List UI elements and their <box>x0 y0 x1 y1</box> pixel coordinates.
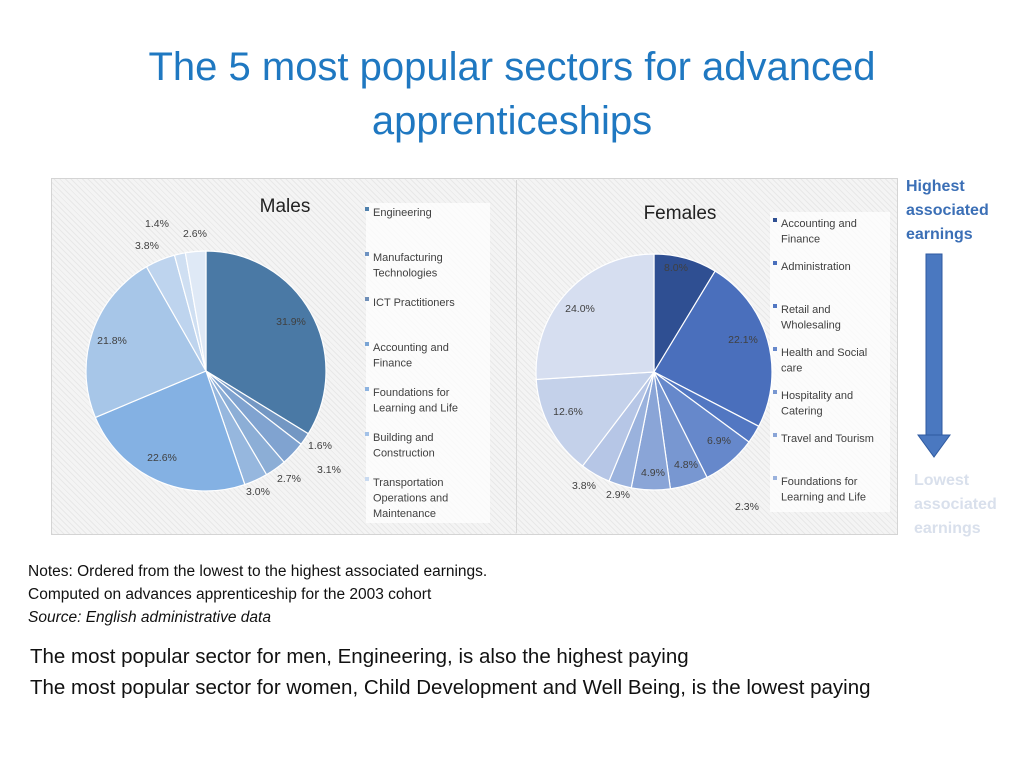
pie-0-slice-9 <box>184 250 207 372</box>
pie-1-data-label-0: 8.0% <box>664 262 688 274</box>
pie-1-data-label-3: 6.9% <box>707 435 731 447</box>
males-legend: Engineering Manufacturing Technologies ICT … <box>365 207 458 520</box>
legend-1-item-6-line-0: Foundations for <box>781 476 858 488</box>
highest-earnings-label: Highest associated earnings <box>906 175 989 247</box>
pie-0-data-label-9: 2.6% <box>183 228 207 240</box>
legend-1-swatch-1 <box>773 261 777 265</box>
legend-0-swatch-5 <box>365 432 369 436</box>
legend-1-item-0-line-0: Accounting and <box>781 218 857 230</box>
legend-0-item-4-line-1: Learning and Life <box>373 403 458 415</box>
legend-0-item-6-line-0: Transportation <box>373 477 444 489</box>
pie-0-slice-5 <box>94 370 246 492</box>
pie-0-data-label-2: 3.1% <box>317 464 341 476</box>
pie-0-data-label-1: 1.6% <box>308 440 332 452</box>
earnings-down-arrow-icon <box>917 253 951 458</box>
notes-source: Source: English administrative data <box>28 609 271 626</box>
legend-1-item-2-line-1: Wholesaling <box>781 320 841 332</box>
lowest-label-line-1: Lowest <box>914 472 970 489</box>
legend-1-item-1-line-0: Administration <box>781 261 851 273</box>
notes: Notes: Ordered from the lowest to the hi… <box>28 560 487 629</box>
pie-1-data-label-4: 4.8% <box>674 459 698 471</box>
legend-1-swatch-4 <box>773 390 777 394</box>
highest-label-line-2: associated <box>906 202 989 219</box>
legend-0-item-3-line-0: Accounting and <box>373 342 449 354</box>
legend-0-item-6-line-2: Maintenance <box>373 508 436 520</box>
pie-1-data-label-5: 4.9% <box>641 467 665 479</box>
pie-1-data-label-9: 24.0% <box>565 303 595 315</box>
legend-1-item-3-line-1: care <box>781 363 802 375</box>
legend-1-item-6-line-1: Learning and Life <box>781 492 866 504</box>
legend-1-item-0-line-1: Finance <box>781 234 820 246</box>
pie-1-data-label-6: 2.9% <box>606 489 630 501</box>
females-legend-box <box>770 212 890 512</box>
legend-1-swatch-6 <box>773 476 777 480</box>
pie-0-data-label-7: 3.8% <box>135 240 159 252</box>
legend-1-item-4-line-1: Catering <box>781 406 823 418</box>
legend-0-item-6-line-1: Operations and <box>373 493 448 505</box>
legend-1-item-2-line-0: Retail and <box>781 304 831 316</box>
legend-1-item-5-line-0: Travel and Tourism <box>781 433 874 445</box>
males-chart-title: Males <box>260 196 311 217</box>
pie-0-data-label-4: 3.0% <box>246 486 270 498</box>
pie-1-slice-9 <box>535 253 655 381</box>
highest-label-line-3: earnings <box>906 226 973 243</box>
females-legend: Accounting and Finance Administration Retai… <box>773 218 874 504</box>
takeaway-men: The most popular sector for men, Enginee… <box>30 645 689 668</box>
pie-1-slice-1 <box>653 270 773 428</box>
legend-1-item-4-line-0: Hospitality and <box>781 390 853 402</box>
slide-title: The 5 most popular sectors for advanced … <box>0 40 1024 148</box>
highest-label-line-1: Highest <box>906 178 965 195</box>
pie-0-slice-0 <box>205 250 327 435</box>
pie-1-slice-8 <box>535 371 656 467</box>
legend-0-item-1-line-0: Manufacturing <box>373 252 443 264</box>
legend-0-swatch-2 <box>365 297 369 301</box>
legend-0-swatch-6 <box>365 477 369 481</box>
lowest-label-line-2: associated <box>914 496 997 513</box>
legend-1-swatch-0 <box>773 218 777 222</box>
legend-1-swatch-5 <box>773 433 777 437</box>
legend-1-item-3-line-0: Health and Social <box>781 347 867 359</box>
legend-0-swatch-3 <box>365 342 369 346</box>
females-chart-title: Females <box>644 203 717 224</box>
lowest-label-line-3: earnings <box>914 520 981 537</box>
pie-0-data-label-8: 1.4% <box>145 218 169 230</box>
legend-0-swatch-4 <box>365 387 369 391</box>
takeaways: The most popular sector for men, Enginee… <box>30 641 871 703</box>
takeaway-women: The most popular sector for women, Child… <box>30 676 871 699</box>
pie-1-data-label-2: 2.3% <box>735 501 759 513</box>
chart-divider <box>516 180 517 533</box>
legend-0-item-2-line-0: ICT Practitioners <box>373 297 455 309</box>
pie-0-data-label-6: 21.8% <box>97 335 127 347</box>
pie-1-data-label-8: 12.6% <box>553 406 583 418</box>
males-pie: 31.9% 1.6% 3.1% 2.7% 3.0% 22.6% 21.8% 3.8% 1.4% 2… <box>85 218 341 498</box>
legend-0-item-5-line-1: Construction <box>373 448 435 460</box>
legend-1-swatch-2 <box>773 304 777 308</box>
legend-0-swatch-0 <box>365 207 369 211</box>
pie-1-data-label-7: 3.8% <box>572 480 596 492</box>
legend-0-item-5-line-0: Building and <box>373 432 434 444</box>
legend-0-item-0-line-0: Engineering <box>373 207 432 219</box>
legend-0-item-3-line-1: Finance <box>373 358 412 370</box>
legend-0-item-4-line-0: Foundations for <box>373 387 450 399</box>
notes-line-1: Notes: Ordered from the lowest to the hi… <box>28 563 488 580</box>
legend-0-item-1-line-1: Technologies <box>373 268 438 280</box>
slide-title-line-2: apprenticeships <box>371 99 653 143</box>
notes-line-2: Computed on advances apprenticeship for … <box>28 586 432 603</box>
pie-0-data-label-5: 22.6% <box>147 452 177 464</box>
lowest-earnings-label: Lowest associated earnings <box>914 469 997 541</box>
females-pie: 8.0% 22.1% 2.3% 6.9% 4.8% 4.9% 2.9% 3.8% 12.6% 24… <box>535 253 773 513</box>
pie-0-slice-6 <box>85 265 207 419</box>
pie-1-data-label-1: 22.1% <box>728 334 758 346</box>
legend-0-swatch-1 <box>365 252 369 256</box>
legend-1-swatch-3 <box>773 347 777 351</box>
pie-0-data-label-0: 31.9% <box>276 316 306 328</box>
pie-0-data-label-3: 2.7% <box>277 473 301 485</box>
slide-title-line-1: The 5 most popular sectors for advanced <box>148 45 876 89</box>
males-legend-box <box>366 203 490 523</box>
